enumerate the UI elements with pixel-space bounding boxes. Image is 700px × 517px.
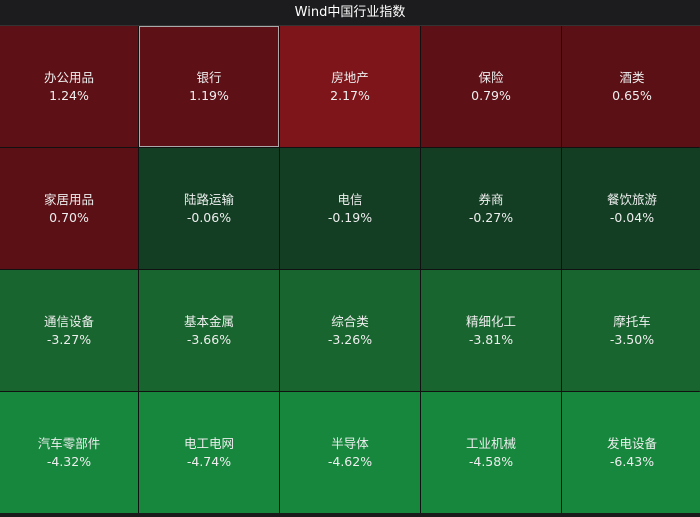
industry-change: -6.43% — [609, 453, 655, 469]
industry-name: 保险 — [478, 69, 504, 85]
industry-tile[interactable]: 银行 1.19% — [139, 26, 279, 147]
heatmap-grid: 办公用品 1.24% 银行 1.19% 房地产 2.17% 保险 0.79% 酒类 0.65% 家居… — [0, 26, 700, 513]
industry-change: 0.65% — [612, 87, 652, 103]
industry-change: -4.32% — [46, 453, 92, 469]
industry-change: -3.26% — [327, 331, 373, 347]
industry-tile[interactable]: 陆路运输 -0.06% — [139, 148, 279, 269]
industry-name: 办公用品 — [43, 69, 94, 85]
industry-name: 家居用品 — [43, 191, 94, 207]
industry-change: -3.50% — [609, 331, 655, 347]
industry-name: 汽车零部件 — [37, 435, 101, 451]
industry-name: 工业机械 — [465, 435, 516, 451]
industry-name: 电工电网 — [183, 435, 234, 451]
industry-name: 精细化工 — [465, 313, 516, 329]
industry-tile[interactable]: 酒类 0.65% — [562, 26, 700, 147]
industry-name: 房地产 — [331, 69, 369, 85]
industry-change: -4.62% — [327, 453, 373, 469]
industry-change: 0.79% — [471, 87, 511, 103]
industry-tile[interactable]: 摩托车 -3.50% — [562, 270, 700, 391]
industry-name: 综合类 — [331, 313, 369, 329]
industry-tile[interactable]: 电工电网 -4.74% — [139, 392, 279, 513]
industry-change: -4.58% — [468, 453, 514, 469]
industry-name: 酒类 — [619, 69, 645, 85]
industry-change: -0.06% — [186, 209, 232, 225]
industry-change: 0.70% — [49, 209, 89, 225]
industry-name: 电信 — [337, 191, 363, 207]
industry-change: -3.81% — [468, 331, 514, 347]
industry-change: -0.27% — [468, 209, 514, 225]
industry-tile[interactable]: 半导体 -4.62% — [280, 392, 420, 513]
industry-change: 1.19% — [189, 87, 229, 103]
industry-change: -4.74% — [186, 453, 232, 469]
industry-tile[interactable]: 综合类 -3.26% — [280, 270, 420, 391]
industry-name: 通信设备 — [43, 313, 94, 329]
industry-tile[interactable]: 精细化工 -3.81% — [421, 270, 561, 391]
industry-name: 券商 — [478, 191, 504, 207]
industry-name: 发电设备 — [606, 435, 657, 451]
industry-tile[interactable]: 工业机械 -4.58% — [421, 392, 561, 513]
industry-name: 基本金属 — [183, 313, 234, 329]
header-title: Wind中国行业指数 — [0, 0, 700, 26]
industry-change: -0.04% — [609, 209, 655, 225]
industry-change: -3.27% — [46, 331, 92, 347]
industry-tile[interactable]: 汽车零部件 -4.32% — [0, 392, 138, 513]
industry-change: 2.17% — [330, 87, 370, 103]
industry-name: 银行 — [196, 69, 222, 85]
industry-tile[interactable]: 券商 -0.27% — [421, 148, 561, 269]
industry-name: 餐饮旅游 — [606, 191, 657, 207]
industry-name: 摩托车 — [613, 313, 651, 329]
industry-tile[interactable]: 电信 -0.19% — [280, 148, 420, 269]
industry-tile[interactable]: 保险 0.79% — [421, 26, 561, 147]
industry-name: 陆路运输 — [183, 191, 234, 207]
industry-tile[interactable]: 通信设备 -3.27% — [0, 270, 138, 391]
industry-tile[interactable]: 基本金属 -3.66% — [139, 270, 279, 391]
industry-tile[interactable]: 家居用品 0.70% — [0, 148, 138, 269]
industry-change: -3.66% — [186, 331, 232, 347]
industry-change: 1.24% — [49, 87, 89, 103]
industry-tile[interactable]: 餐饮旅游 -0.04% — [562, 148, 700, 269]
industry-tile[interactable]: 办公用品 1.24% — [0, 26, 138, 147]
industry-change: -0.19% — [327, 209, 373, 225]
industry-tile[interactable]: 房地产 2.17% — [280, 26, 420, 147]
industry-tile[interactable]: 发电设备 -6.43% — [562, 392, 700, 513]
industry-name: 半导体 — [331, 435, 369, 451]
